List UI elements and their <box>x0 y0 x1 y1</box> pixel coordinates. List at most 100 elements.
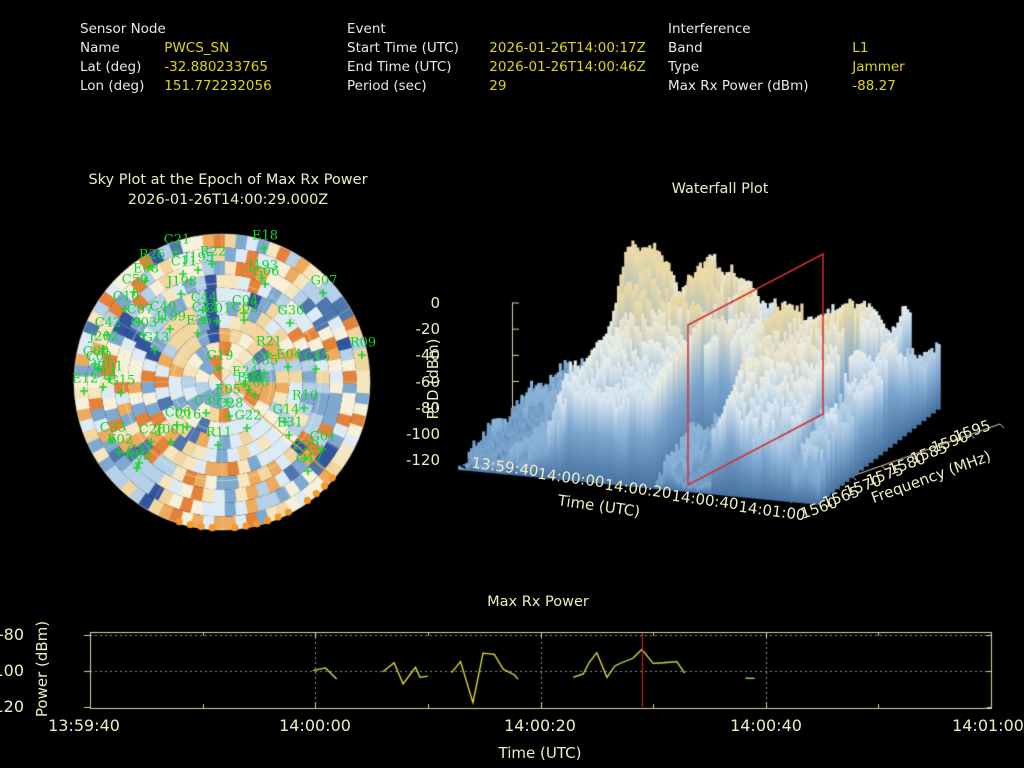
satellite-label-E31: E31 <box>276 415 304 431</box>
event-title: Event <box>347 21 386 37</box>
satellite-label-E06: E06 <box>242 375 270 391</box>
satellite-label-C47: C47 <box>295 451 323 467</box>
event-period-row: Period (sec) 29 <box>347 77 506 96</box>
satellite-label-R01: R01 <box>96 359 124 375</box>
satellite-label-C11: C11 <box>170 254 198 270</box>
sky-plot-epoch: 2026-01-26T14:00:29.000Z <box>127 192 329 208</box>
satellite-label-C14: C14 <box>90 367 118 383</box>
sensor-lat-row: Lat (deg) -32.880233765 <box>80 58 268 77</box>
waterfall-psd-tick-0: 0 <box>430 294 440 312</box>
satellite-label-C07: C07 <box>126 302 154 318</box>
satellite-label-J198: J198 <box>166 274 198 290</box>
sensor-lat-value: -32.880233765 <box>164 59 268 75</box>
sensor-lon-row: Lon (deg) 151.772232056 <box>80 77 272 96</box>
satellite-label-R09: R09 <box>349 335 377 351</box>
satellite-label-C42: C42 <box>94 315 122 331</box>
satellite-label-J202: J202 <box>88 329 120 345</box>
satellite-label-C03: C03 <box>130 315 158 331</box>
satellite-label-C26: C26 <box>138 422 166 438</box>
sensor-lat-label: Lat (deg) <box>80 59 142 75</box>
satellite-label-C21: C21 <box>163 232 191 248</box>
power-xtick-14:00:40: 14:00:40 <box>730 716 802 735</box>
event-period-label: Period (sec) <box>347 78 427 94</box>
interference-band-label: Band <box>668 40 703 56</box>
satellite-label-R22: R22 <box>199 244 227 260</box>
power-xtick-14:00:00: 14:00:00 <box>279 716 351 735</box>
event-end-row: End Time (UTC) 2026-01-26T14:00:46Z <box>347 58 646 77</box>
waterfall-psd-tick--100: -100 <box>405 424 440 443</box>
satellite-label-R02: R02 <box>124 448 152 464</box>
waterfall-psd-tick--60: -60 <box>415 372 441 391</box>
satellite-label-J195: J195 <box>183 250 215 266</box>
event-start-value: 2026-01-26T14:00:17Z <box>489 40 646 56</box>
satellite-label-C31: C31 <box>126 443 154 459</box>
waterfall-title: Waterfall Plot <box>671 181 769 197</box>
satellite-label-G06: G06 <box>252 264 280 280</box>
sensor-name-row: Name PWCS_SN <box>80 39 229 58</box>
waterfall-psd-tick--40: -40 <box>415 346 441 365</box>
power-xtick-13:59:40: 13:59:40 <box>48 716 120 735</box>
event-end-label: End Time (UTC) <box>347 59 452 75</box>
interference-power-label: Max Rx Power (dBm) <box>668 78 809 94</box>
satellite-label-G13: G13 <box>142 330 170 346</box>
satellite-label-C34: C34 <box>191 300 219 316</box>
event-start-label: Start Time (UTC) <box>347 40 459 56</box>
satellite-label-R10: R10 <box>291 388 319 404</box>
satellite-label-C06: C06 <box>164 405 192 421</box>
satellite-label-E05: E05 <box>214 382 242 398</box>
sensor-name-value: PWCS_SN <box>164 40 230 56</box>
power-ytick--120: -120 <box>0 696 24 716</box>
satellite-label-G19: G19 <box>206 348 234 364</box>
sensor-lon-label: Lon (deg) <box>80 78 145 94</box>
power-xtick-14:00:20: 14:00:20 <box>504 716 576 735</box>
satellite-label-G30: G30 <box>277 303 305 319</box>
interference-power-value: -88.27 <box>852 78 896 94</box>
satellite-label-E12: E12 <box>71 371 99 387</box>
satellite-label-C40: C40 <box>149 299 177 315</box>
satellite-label-G07: G07 <box>310 273 338 289</box>
satellite-label-G22: G22 <box>234 408 262 424</box>
satellite-label-C28: C28 <box>216 396 244 412</box>
satellite-label-C62: C62 <box>231 300 259 316</box>
satellite-label-G14: G14 <box>272 402 300 418</box>
satellite-label-R21: R21 <box>255 334 283 350</box>
satellite-label-C01: C01 <box>204 301 232 317</box>
power-ytick--100: -100 <box>0 660 24 680</box>
satellite-label-E24: E24 <box>231 364 259 380</box>
interference-power-row: Max Rx Power (dBm) -88.27 <box>668 77 896 96</box>
event-start-row: Start Time (UTC) 2026-01-26T14:00:17Z <box>347 39 646 58</box>
satellite-label-J193: J193 <box>247 258 279 274</box>
satellite-label-C50: C50 <box>121 272 149 288</box>
satellite-label-G15: G15 <box>108 373 136 389</box>
satellite-label-J001: J001 <box>156 422 188 438</box>
waterfall-psd-tick--120: -120 <box>405 451 440 470</box>
sky-plot-title: Sky Plot at the Epoch of Max Rx Power <box>88 172 368 188</box>
event-period-value: 29 <box>489 78 507 94</box>
satellite-label-R11: R11 <box>205 425 233 441</box>
interference-band-row: Band L1 <box>668 39 868 58</box>
max-rx-power-title: Max Rx Power <box>487 594 589 610</box>
satellite-label-J199: J199 <box>155 309 187 325</box>
interference-type-label: Type <box>668 59 700 75</box>
time-axis-label: Time (UTC) <box>498 744 582 762</box>
interference-title: Interference <box>668 21 751 37</box>
max-rx-power-chart <box>90 631 992 709</box>
satellite-label-C60: C60 <box>82 344 110 360</box>
interference-type-value: Jammer <box>852 59 905 75</box>
interference-type-row: Type Jammer <box>668 58 905 77</box>
satellite-label-C02: C02 <box>85 349 113 365</box>
satellite-label-C16: C16 <box>174 407 202 423</box>
power-xtick-14:01:00: 14:01:00 <box>952 716 1024 735</box>
interference-band-value: L1 <box>852 40 869 56</box>
power-axis-label: Power (dBm) <box>33 620 51 718</box>
satellite-label-C33: C33 <box>99 420 127 436</box>
satellite-label-C10: C10 <box>112 289 140 305</box>
satellite-label-C39: C39 <box>193 393 221 409</box>
satellite-label-E25: E25 <box>185 313 213 329</box>
satellite-label-C29: C29 <box>292 438 320 454</box>
sensor-name-label: Name <box>80 40 120 56</box>
satellite-label-E08: E08 <box>132 261 160 277</box>
satellite-label-E02: E02 <box>106 432 134 448</box>
waterfall-psd-tick--20: -20 <box>415 320 441 339</box>
